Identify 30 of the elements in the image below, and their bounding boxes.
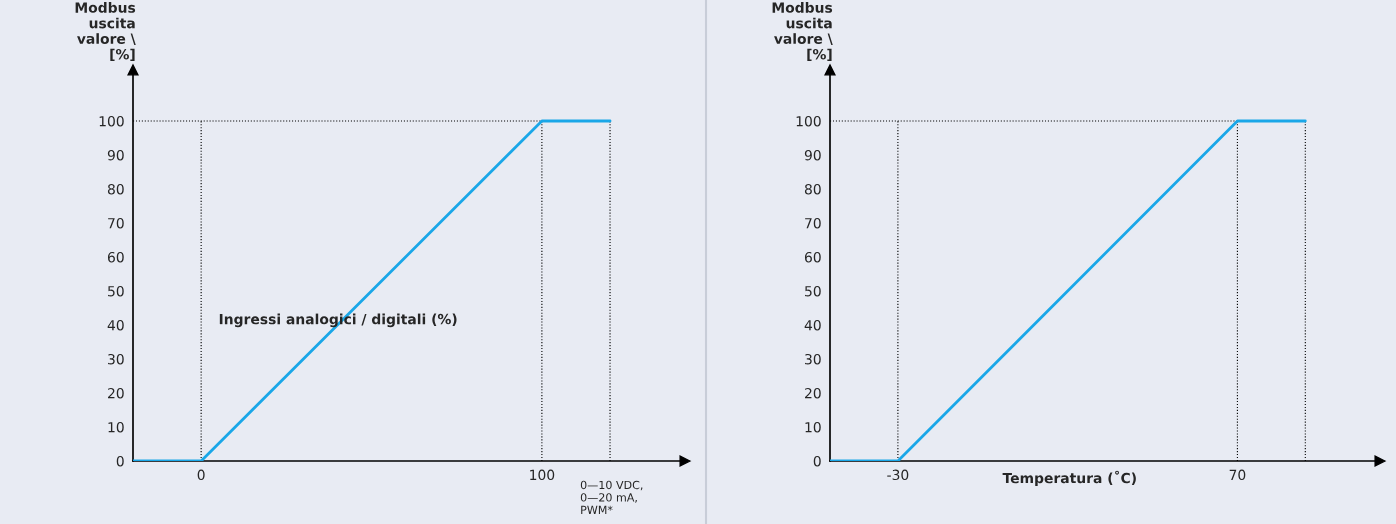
y-tick-label: 40 [107,319,124,331]
y-tick-label: 30 [108,353,124,365]
y-tick-label: 50 [108,285,124,297]
y-tick-label: 100 [99,115,124,127]
y-tick-label: 10 [108,421,124,433]
x-tick-label: 0 [197,469,205,481]
y-axis-title: Modbus uscita valore \ [%] [75,2,136,62]
y-tick-label: 60 [804,251,821,263]
y-tick-label: 10 [805,421,821,433]
x-axis-title: Temperatura (˚C) [1002,470,1136,486]
x-tick-label: -30 [887,469,909,481]
x-tick-label: 70 [1229,469,1246,481]
x-axis-title: 0—10 VDC, 0—20 mA, PWM* [580,480,643,514]
y-tick-label: 50 [805,285,821,297]
y-tick-label: 70 [108,217,124,229]
y-tick-label: 80 [804,183,821,195]
y-tick-label: 80 [107,183,124,195]
y-tick-label: 30 [805,353,821,365]
x-tick-label: 100 [530,469,555,481]
y-tick-label: 0 [813,455,821,467]
y-tick-label: 20 [805,387,821,399]
y-tick-label: 100 [796,115,821,127]
y-tick-label: 0 [116,455,124,467]
y-axis-title: Modbus uscita valore \ [%] [772,2,833,62]
y-tick-label: 60 [107,251,124,263]
y-tick-label: 90 [804,149,821,161]
y-tick-label: 70 [805,217,821,229]
y-tick-label: 20 [108,387,124,399]
y-tick-label: 90 [107,149,124,161]
y-tick-label: 40 [804,319,821,331]
